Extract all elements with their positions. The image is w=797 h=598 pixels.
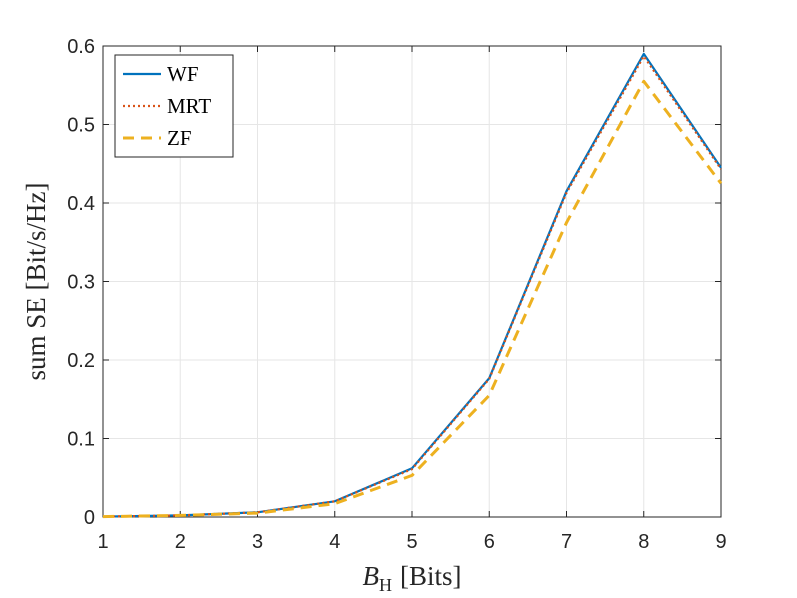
legend-label-wf: WF xyxy=(167,62,199,86)
series-line-mrt xyxy=(102,55,722,518)
legend: WF MRT ZF xyxy=(114,54,234,158)
x-tick-label: 1 xyxy=(97,531,108,553)
grid-layer xyxy=(102,45,722,518)
series-line-zf xyxy=(102,79,723,519)
x-tick-label: 3 xyxy=(252,531,263,553)
x-axis-label-main: B xyxy=(362,561,379,591)
y-tick-label: 0.3 xyxy=(67,272,95,294)
x-tick-label: 8 xyxy=(638,531,649,553)
x-axis-label-sub: H xyxy=(379,575,392,595)
x-axis-label: BH [Bits] xyxy=(362,561,461,595)
x-tick-label: 4 xyxy=(329,531,340,553)
x-tick-label: 5 xyxy=(406,531,417,553)
y-tick-label: 0.4 xyxy=(67,193,95,215)
legend-label-mrt: MRT xyxy=(167,94,211,118)
x-tick-label: 9 xyxy=(715,531,726,553)
x-axis-label-rest: [Bits] xyxy=(400,561,462,591)
series-layer xyxy=(102,52,723,519)
x-tick-label: 6 xyxy=(484,531,495,553)
y-tick-label: 0.6 xyxy=(67,36,95,58)
y-tick-label: 0.5 xyxy=(67,115,95,137)
y-tick-label: 0.1 xyxy=(67,429,95,451)
x-tick-label: 2 xyxy=(175,531,186,553)
y-tick-label: 0.2 xyxy=(67,350,95,372)
x-tick-label: 7 xyxy=(561,531,572,553)
legend-label-zf: ZF xyxy=(167,126,192,150)
y-tick-label: 0 xyxy=(84,507,95,529)
y-axis-label: sum SE [Bit/s/Hz] xyxy=(21,182,51,380)
